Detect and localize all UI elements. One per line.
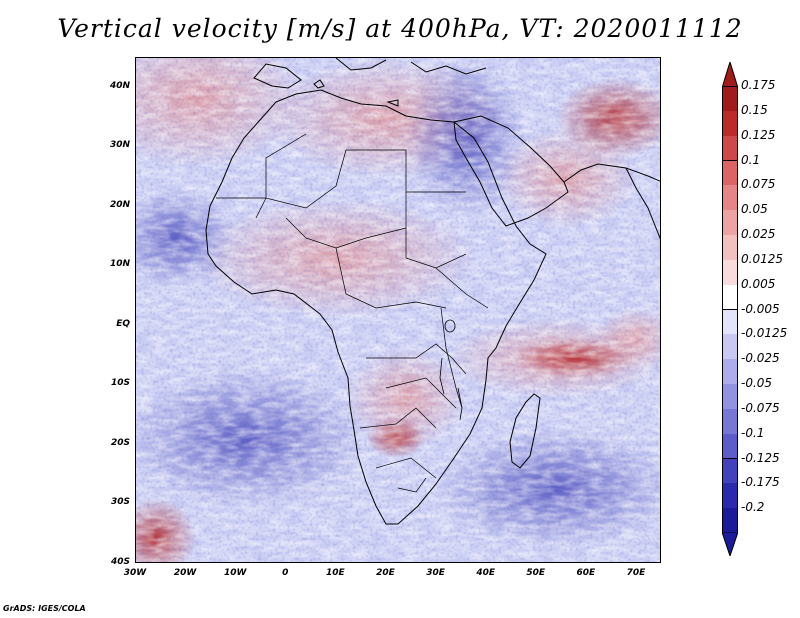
lat-label: 30S — [110, 497, 130, 508]
colorbar-label: -0.175 — [741, 475, 780, 490]
lon-label: 30W — [123, 568, 147, 578]
colorbar-top-arrow — [722, 62, 738, 88]
lat-label: 20N — [109, 199, 130, 210]
lat-label: EQ — [116, 318, 130, 329]
colorbar-segment — [722, 359, 738, 385]
colorbar-label: 0.05 — [741, 202, 768, 217]
map-panel — [135, 57, 661, 563]
colorbar-label: -0.2 — [741, 500, 765, 515]
colorbar-segment — [722, 284, 738, 311]
colorbar-segment — [722, 185, 738, 212]
colorbar-segment — [722, 259, 738, 286]
lon-label: 20E — [376, 568, 395, 578]
colorbar-segment — [722, 309, 738, 336]
lon-label: 30E — [426, 568, 445, 578]
colorbar-label: 0.005 — [741, 276, 776, 291]
colorbar-bottom-arrow — [722, 532, 738, 556]
colorbar-label: -0.075 — [741, 400, 780, 415]
lon-label: 10W — [223, 568, 247, 578]
colorbar-label: 0.1 — [741, 152, 761, 167]
footer-credit: GrADS: IGES/COLA — [3, 604, 86, 613]
lat-label: 40S — [110, 557, 130, 567]
lat-label: 30N — [109, 140, 130, 151]
lat-label: 20S — [110, 437, 130, 448]
colorbar-label: 0.025 — [741, 227, 776, 241]
colorbar-segment — [722, 384, 738, 410]
colorbar-segment — [722, 110, 738, 137]
lon-label: 60E — [576, 568, 596, 578]
colorbar-label: 0.125 — [741, 127, 776, 142]
colorbar-segment — [722, 86, 738, 112]
colorbar-label: -0.0125 — [741, 326, 788, 341]
colorbar-label: 0.175 — [741, 78, 776, 92]
colorbar-segment — [722, 433, 738, 460]
colorbar-segment — [722, 160, 738, 187]
lon-label: 20W — [173, 568, 197, 578]
colorbar-label: 0.0125 — [741, 251, 783, 266]
colorbar-segment — [722, 210, 738, 236]
colorbar-segment — [722, 508, 738, 534]
lon-label: 50E — [526, 568, 546, 578]
country-borders — [216, 133, 489, 493]
colorbar-segment — [722, 235, 738, 261]
colorbar-segment — [722, 135, 738, 162]
colorbar-label: 0.075 — [741, 177, 776, 192]
velocity-field — [136, 58, 660, 562]
colorbar-label: -0.125 — [741, 450, 780, 465]
colorbar — [722, 86, 738, 534]
lon-label: 70E — [626, 568, 646, 578]
lon-label: 40E — [476, 568, 495, 578]
lakes — [439, 319, 463, 421]
colorbar-label: -0.005 — [741, 301, 780, 316]
chart-title: Vertical velocity [m/s] at 400hPa, VT: 2… — [57, 14, 743, 43]
lat-label: 10S — [110, 378, 130, 389]
colorbar-segment — [722, 408, 738, 435]
colorbar-label: -0.1 — [741, 425, 765, 440]
colorbar-label: 0.15 — [741, 102, 768, 117]
field-speckle — [136, 58, 660, 562]
colorbar-segment — [722, 334, 738, 361]
lon-label: 0 — [282, 568, 289, 578]
lat-label: 40N — [109, 80, 130, 91]
lat-label: 10N — [109, 259, 130, 270]
colorbar-segment — [722, 483, 738, 510]
coastlines — [205, 58, 660, 525]
colorbar-segment — [722, 458, 738, 485]
colorbar-label: -0.025 — [741, 351, 780, 366]
colorbar-label: -0.05 — [741, 376, 773, 390]
lon-label: 10E — [326, 568, 345, 578]
